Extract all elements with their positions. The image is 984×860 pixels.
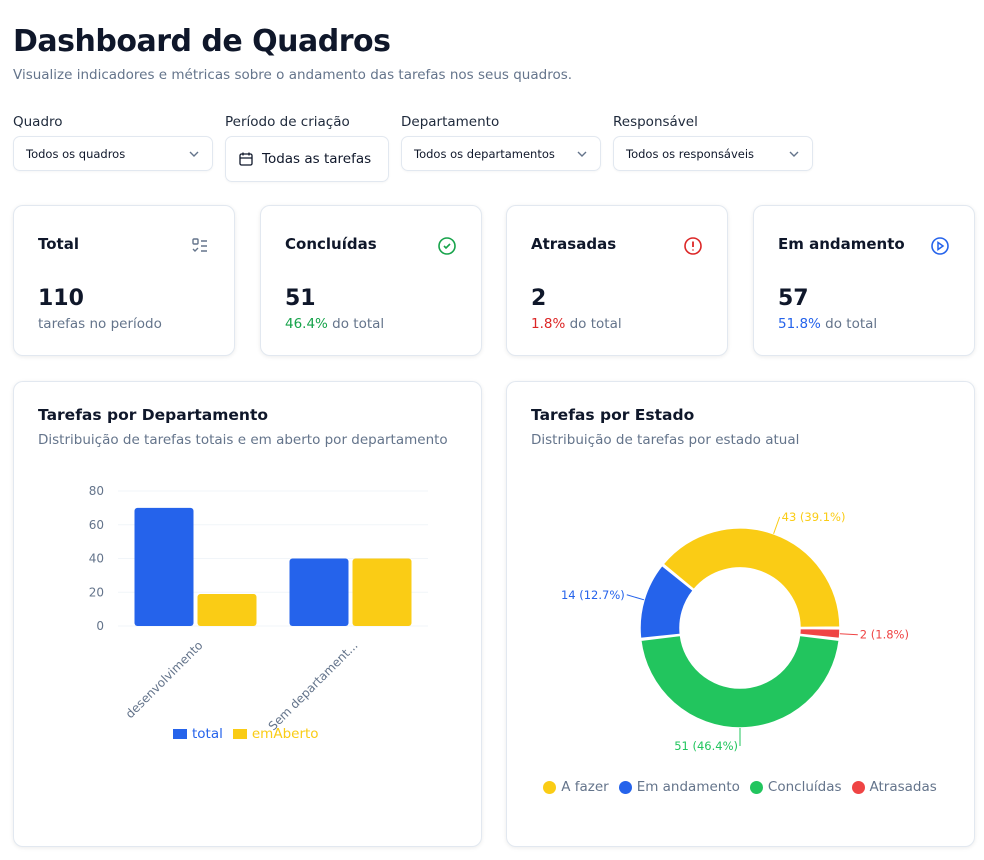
stat-desc: 51.8% do total: [778, 316, 878, 332]
stat-title: Atrasadas: [531, 235, 617, 253]
donut-legend: A fazer Em andamento Concluídas Atrasada…: [540, 779, 940, 795]
legend-item-em-andamento[interactable]: Em andamento: [618, 779, 740, 795]
chart-subtitle: Distribuição de tarefas totais e em aber…: [38, 432, 448, 448]
stat-title: Em andamento: [778, 235, 905, 253]
chart-subtitle: Distribuição de tarefas por estado atual: [531, 432, 800, 448]
x-tick-label: Sem departament...: [266, 638, 361, 733]
legend-item-total[interactable]: total: [173, 726, 223, 742]
bar-total: [289, 558, 349, 626]
stat-desc: 1.8% do total: [531, 316, 622, 332]
stat-title: Concluídas: [285, 235, 377, 253]
responsavel-select-value: Todos os responsáveis: [626, 146, 755, 161]
bar-legend: total emAberto: [173, 726, 319, 742]
y-tick-label: 40: [89, 552, 104, 566]
departamento-select[interactable]: Todos os departamentos: [401, 136, 601, 171]
filter-label-responsavel: Responsável: [613, 114, 698, 130]
stat-title: Total: [38, 235, 79, 253]
periodo-button[interactable]: Todas as tarefas: [225, 136, 389, 182]
stat-value: 110: [38, 286, 84, 311]
page-title: Dashboard de Quadros: [13, 24, 391, 59]
list-check-icon: [192, 238, 207, 252]
chevron-down-icon: [189, 151, 199, 157]
stat-card-atrasadas: Atrasadas 2 1.8% do total: [506, 205, 728, 356]
periodo-value: Todas as tarefas: [262, 151, 372, 167]
legend-item-a-fazer[interactable]: A fazer: [543, 779, 609, 795]
filter-label-periodo: Período de criação: [225, 114, 350, 130]
filter-label-quadro: Quadro: [13, 114, 63, 130]
state-chart-card: Tarefas por Estado Distribuição de taref…: [506, 381, 975, 847]
quadro-select-value: Todos os quadros: [26, 146, 126, 161]
x-tick-label: desenvolvimento: [123, 638, 206, 721]
stat-value: 51: [285, 286, 316, 311]
page-subtitle: Visualize indicadores e métricas sobre o…: [13, 67, 573, 83]
bar-emAberto: [352, 558, 412, 626]
y-tick-label: 60: [89, 518, 104, 532]
stat-desc: 46.4% do total: [285, 316, 385, 332]
check-circle-icon: [438, 237, 456, 255]
legend-item-atrasadas[interactable]: Atrasadas: [851, 779, 937, 795]
chart-title: Tarefas por Estado: [531, 406, 695, 424]
chevron-down-icon: [577, 151, 587, 157]
legend-item-emaberto[interactable]: emAberto: [232, 726, 319, 742]
chevron-down-icon: [789, 151, 799, 157]
stat-card-concluidas: Concluídas 51 46.4% do total: [260, 205, 482, 356]
stat-card-em-andamento: Em andamento 57 51.8% do total: [753, 205, 975, 356]
departamento-select-value: Todos os departamentos: [414, 146, 555, 161]
bar-emAberto: [197, 593, 257, 626]
chart-title: Tarefas por Departamento: [38, 406, 269, 424]
quadro-select[interactable]: Todos os quadros: [13, 136, 213, 171]
filter-label-departamento: Departamento: [401, 114, 500, 130]
y-tick-label: 20: [89, 585, 104, 599]
stat-value: 57: [778, 286, 809, 311]
stat-value: 2: [531, 286, 547, 311]
bar-total: [134, 507, 194, 626]
stat-desc: tarefas no período: [38, 316, 162, 332]
y-tick-label: 0: [96, 619, 104, 633]
legend-item-concluidas[interactable]: Concluídas: [749, 779, 842, 795]
y-tick-label: 80: [89, 484, 104, 498]
responsavel-select[interactable]: Todos os responsáveis: [613, 136, 813, 171]
stat-card-total: Total 110 tarefas no período: [13, 205, 235, 356]
play-circle-icon: [931, 237, 949, 255]
calendar-icon: [239, 152, 253, 166]
alert-circle-icon: [684, 237, 702, 255]
